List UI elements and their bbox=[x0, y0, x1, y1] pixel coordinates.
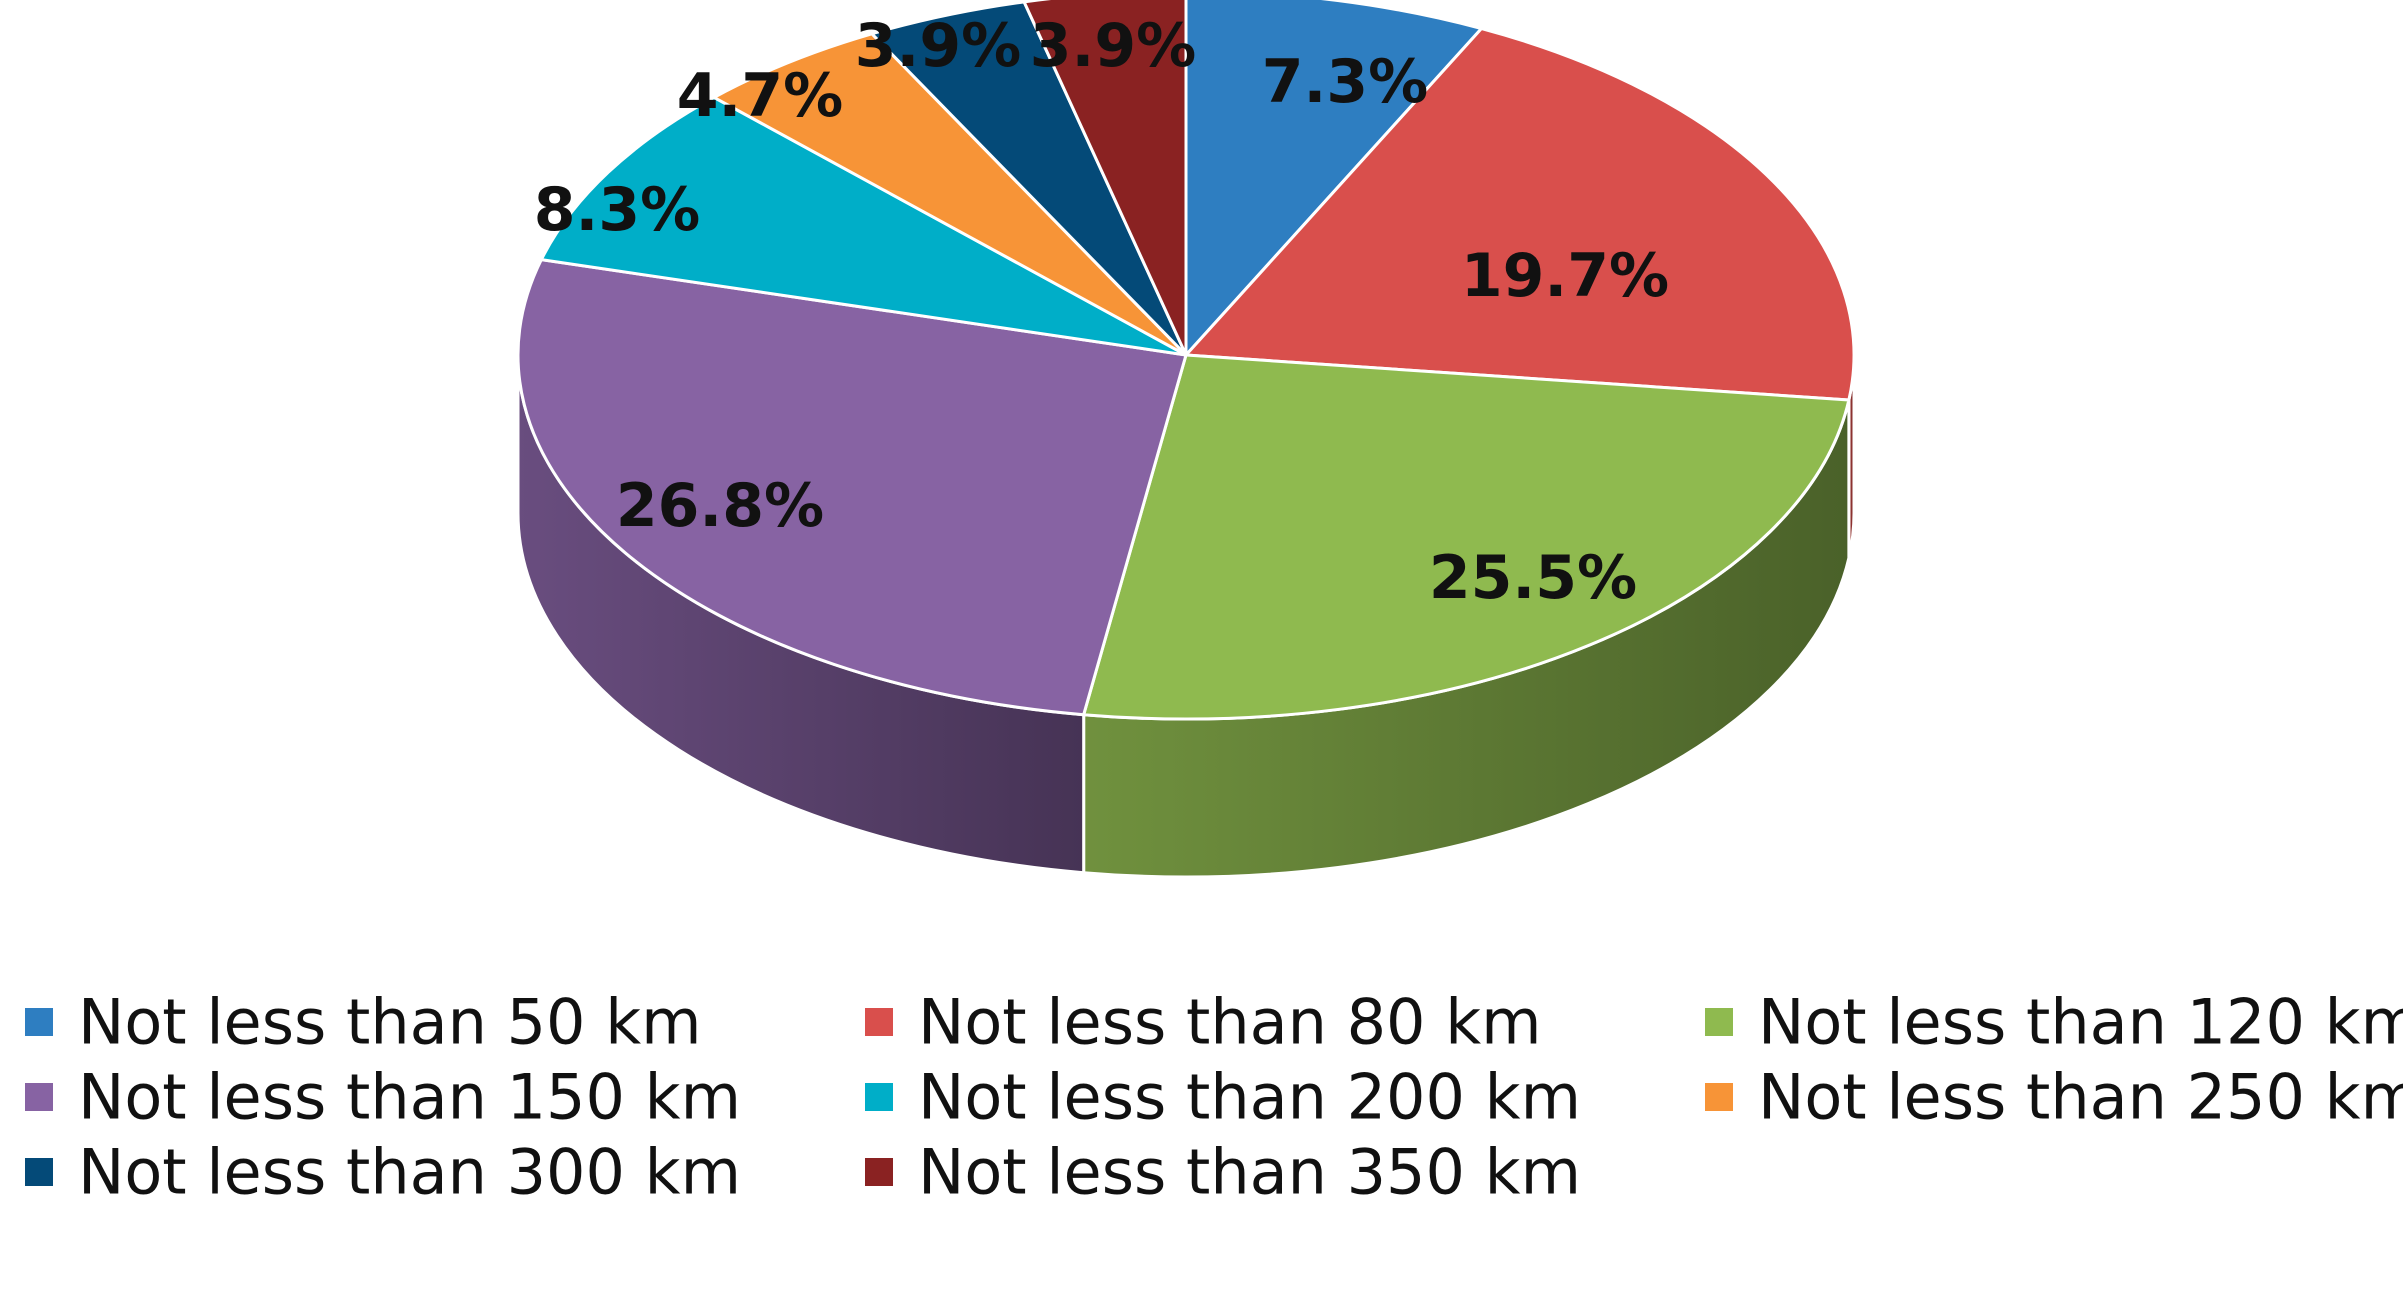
legend-swatch-2 bbox=[1705, 1008, 1733, 1036]
legend-swatch-4 bbox=[865, 1083, 893, 1111]
legend-label-7: Not less than 350 km bbox=[918, 1136, 1581, 1209]
pie-labels: 7.3%19.7%25.5%26.8%8.3%4.7%3.9% 3.9% bbox=[534, 11, 1669, 613]
data-label-4: 8.3% bbox=[534, 175, 700, 245]
data-label-5: 4.7% bbox=[677, 61, 843, 131]
legend-swatch-6 bbox=[25, 1158, 53, 1186]
legend-label-2: Not less than 120 km bbox=[1758, 986, 2403, 1059]
legend-swatch-3 bbox=[25, 1083, 53, 1111]
legend-item-6: Not less than 300 km bbox=[25, 1136, 741, 1209]
legend-label-5: Not less than 250 km bbox=[1758, 1061, 2403, 1134]
pie-slice-7 bbox=[1022, 0, 1188, 357]
pie-slice-0 bbox=[1184, 0, 1483, 357]
legend-item-2: Not less than 120 km bbox=[1705, 986, 2403, 1059]
legend-item-1: Not less than 80 km bbox=[865, 986, 1542, 1059]
legend-swatch-7 bbox=[865, 1158, 893, 1186]
legend-item-5: Not less than 250 km bbox=[1705, 1061, 2403, 1134]
legend-label-1: Not less than 80 km bbox=[918, 986, 1542, 1059]
data-label-1: 19.7% bbox=[1461, 241, 1669, 311]
legend-swatch-0 bbox=[25, 1008, 53, 1036]
legend-item-3: Not less than 150 km bbox=[25, 1061, 741, 1134]
data-label-2: 25.5% bbox=[1429, 543, 1637, 613]
pie-slice-2 bbox=[1082, 353, 1851, 721]
legend-label-6: Not less than 300 km bbox=[78, 1136, 741, 1209]
legend-swatch-1 bbox=[865, 1008, 893, 1036]
legend-item-7: Not less than 350 km bbox=[865, 1136, 1581, 1209]
legend-label-0: Not less than 50 km bbox=[78, 986, 702, 1059]
pie-slice-3 bbox=[516, 258, 1188, 717]
data-label-6: 3.9% bbox=[855, 11, 1021, 81]
data-label-7: 3.9% bbox=[1030, 11, 1196, 81]
legend-item-4: Not less than 200 km bbox=[865, 1061, 1581, 1134]
data-label-0: 7.3% bbox=[1262, 47, 1428, 117]
legend-label-4: Not less than 200 km bbox=[918, 1061, 1581, 1134]
legend-item-0: Not less than 50 km bbox=[25, 986, 702, 1059]
pie-slice-1 bbox=[1184, 27, 1856, 402]
pie-slice-4 bbox=[539, 95, 1188, 357]
pie-tops bbox=[516, 0, 1856, 721]
legend: Not less than 50 km Not less than 80 km No… bbox=[25, 986, 2403, 1209]
legend-swatch-5 bbox=[1705, 1083, 1733, 1111]
pie-slice-5 bbox=[712, 32, 1188, 357]
data-label-3: 26.8% bbox=[616, 471, 824, 541]
legend-label-3: Not less than 150 km bbox=[78, 1061, 741, 1134]
